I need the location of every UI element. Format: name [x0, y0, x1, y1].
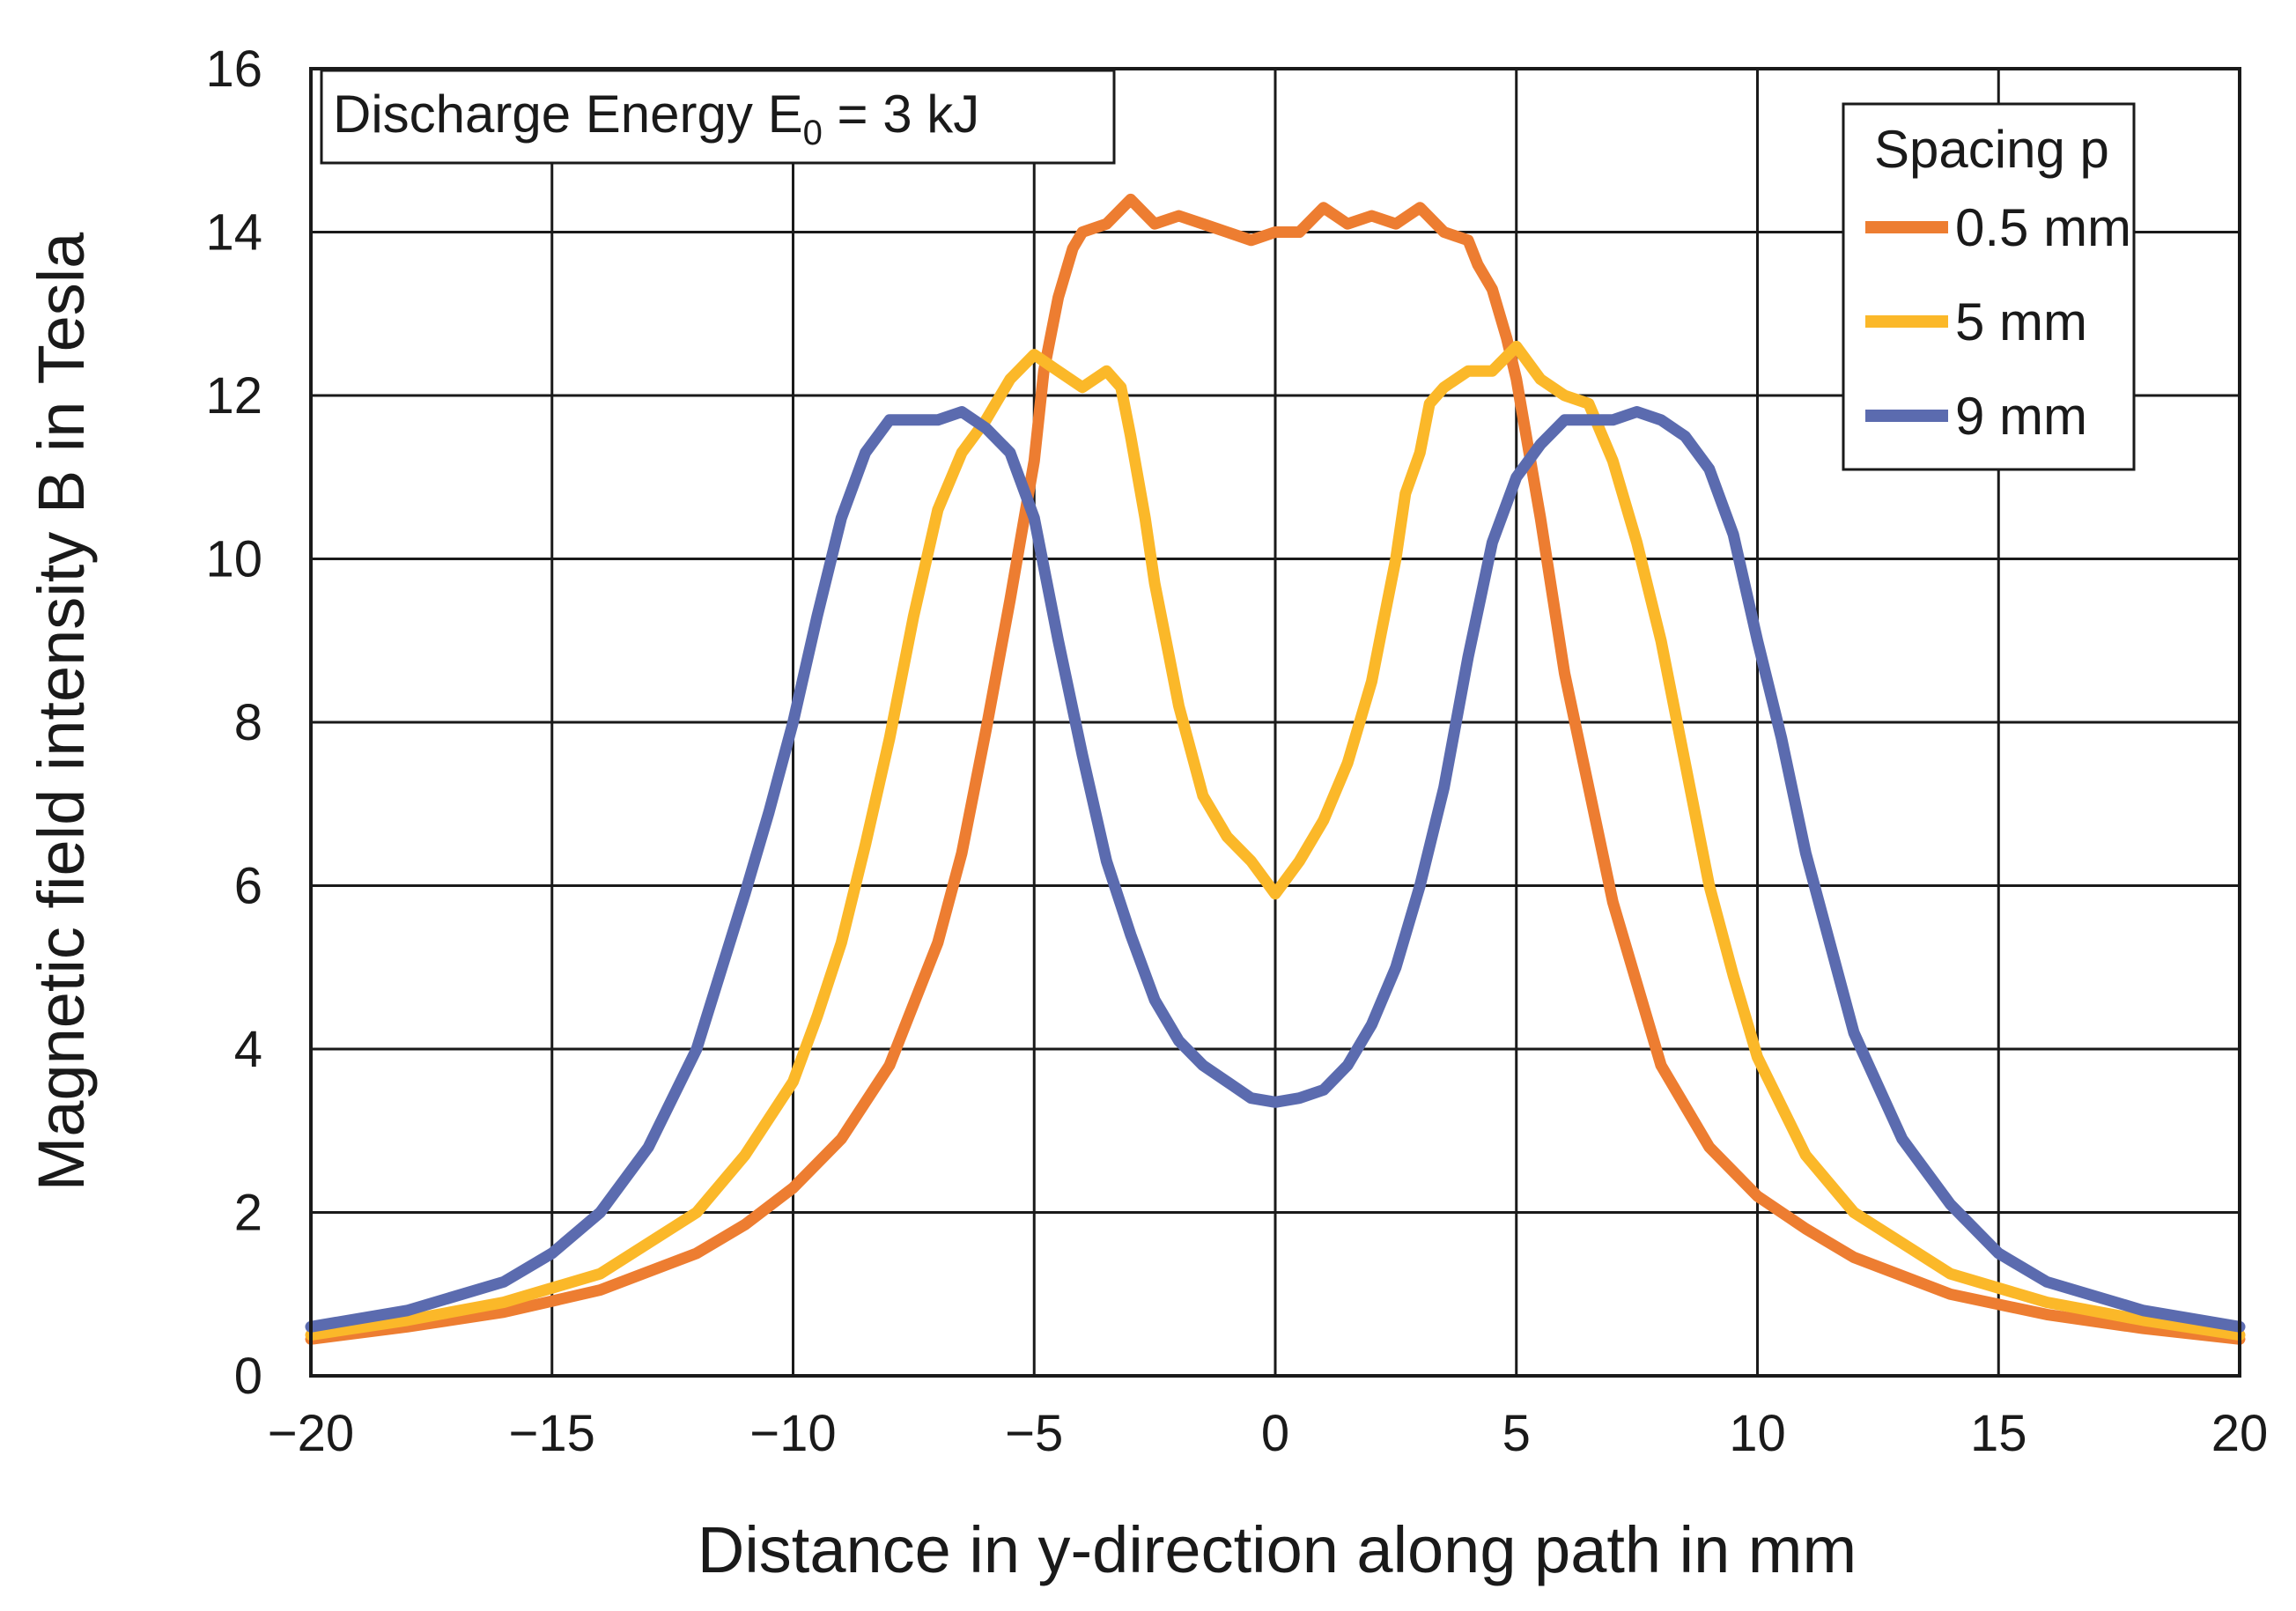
x-tick-label: −20: [268, 1405, 354, 1462]
legend-items: 0.5 mm 5 mm 9 mm: [1865, 198, 2131, 446]
x-tick-label: −5: [1005, 1405, 1063, 1462]
annotation-frame: [320, 69, 1116, 165]
legend-frame: [1842, 102, 2136, 471]
legend: Spacing p 0.5 mm 5 mm 9 mm: [1842, 102, 2136, 471]
x-tick-label: 5: [1502, 1405, 1531, 1462]
x-tick-label: 10: [1729, 1405, 1786, 1462]
series-line-0-5-mm: [305, 193, 2246, 1345]
y-tick-label: 14: [205, 204, 262, 262]
series-line-5-mm: [305, 340, 2246, 1341]
y-tick-label: 16: [205, 41, 262, 98]
plot-frame: [309, 67, 2241, 1378]
legend-title: Spacing p: [1874, 120, 2109, 179]
y-tick-label: 10: [205, 531, 262, 588]
x-axis-title: Distance in y-direction along path in mm: [698, 1513, 1857, 1586]
series-lines: [305, 193, 2246, 1345]
x-tick-label: 15: [1970, 1405, 2027, 1462]
y-tick-label: 2: [234, 1185, 262, 1242]
y-tick-label: 0: [234, 1348, 262, 1405]
annotation-prefix: Discharge Energy E: [333, 85, 803, 144]
x-tick-label: 20: [2211, 1405, 2269, 1462]
series-line-9-mm: [305, 406, 2246, 1333]
x-tick-label: −10: [749, 1405, 836, 1462]
x-tick-label: −15: [509, 1405, 595, 1462]
y-tick-label: 12: [205, 367, 262, 425]
annotation-subscript: 0: [803, 114, 823, 152]
legend-label-5-mm: 5 mm: [1955, 292, 2087, 351]
legend-label-0-5-mm: 0.5 mm: [1955, 198, 2131, 257]
x-tick-label: 0: [1261, 1405, 1289, 1462]
y-tick-label: 8: [234, 694, 262, 751]
y-tick-labels: 0 2 4 6 8 10 12 14 16: [205, 41, 262, 1405]
y-tick-label: 6: [234, 858, 262, 915]
y-tick-label: 4: [234, 1021, 262, 1078]
legend-label-9-mm: 9 mm: [1955, 387, 2087, 446]
y-axis-title: Magnetic field intensity B in Tesla: [25, 232, 98, 1191]
annotation-text: Discharge Energy E0 = 3 kJ: [333, 85, 979, 152]
annotation-suffix: = 3 kJ: [823, 85, 979, 144]
x-tick-labels: −20 −15 −10 −5 0 5 10 15 20: [268, 1405, 2268, 1462]
annotation-box: Discharge Energy E0 = 3 kJ: [320, 69, 1116, 165]
